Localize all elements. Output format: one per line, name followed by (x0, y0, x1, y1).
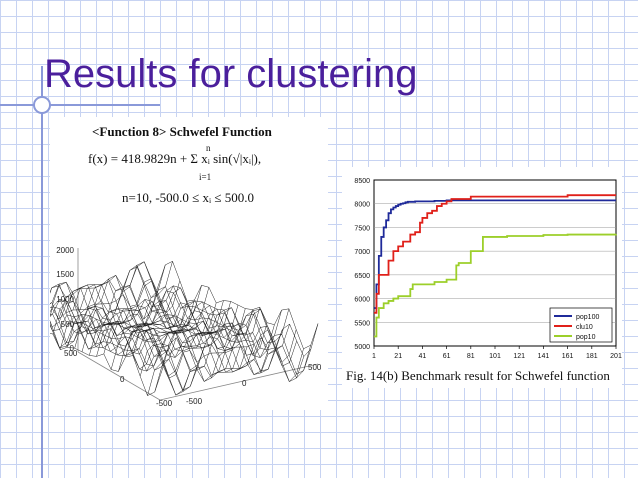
surface-x-tick-label: 0 (120, 375, 125, 384)
legend-label-pop100: pop100 (576, 314, 599, 321)
figure-caption: Fig. 14(b) Benchmark result for Schwefel… (346, 368, 610, 383)
y-tick-label: 6000 (354, 297, 370, 304)
sum-upper-limit: n (206, 143, 211, 153)
surface-mesh-line (150, 286, 312, 375)
surface-z-tick-label: 1500 (56, 270, 74, 279)
series-line-clu10 (374, 194, 616, 314)
sum-lower-limit: i=1 (199, 172, 212, 182)
surface-mesh-line (96, 309, 253, 357)
surface-y-tick-label: 0 (242, 379, 247, 388)
surface-mesh-line (108, 286, 269, 375)
surface-mesh-line (93, 281, 255, 370)
decorative-vertical-line (41, 66, 43, 478)
surface-z-tick-label: 0 (70, 344, 75, 353)
formula-text: f(x) = 418.9829n + Σ xᵢ sin(√|xᵢ|), (88, 151, 262, 166)
surface-mesh-line (115, 284, 276, 374)
surface-mesh-line (136, 278, 297, 367)
surface-mesh-line (129, 261, 290, 350)
y-tick-label: 6500 (354, 273, 370, 280)
y-tick-label: 5000 (354, 344, 370, 351)
surface-mesh-line (118, 324, 275, 372)
surface-x-tick-label: -500 (156, 399, 173, 408)
x-tick-label: 61 (443, 353, 451, 360)
x-tick-label: 181 (586, 353, 598, 360)
decorative-horizontal-line (0, 104, 160, 106)
legend-label-clu10: clu10 (576, 324, 593, 331)
surface-mesh-line (125, 310, 282, 357)
surface-z-tick-label: 2000 (56, 246, 74, 255)
x-tick-label: 1 (372, 353, 376, 360)
surface-mesh-line (143, 293, 305, 382)
surface-z-tick-label: 500 (61, 320, 75, 329)
surface-mesh-line (86, 284, 248, 373)
decorative-ring-icon (33, 96, 51, 114)
function-heading: <Function 8> Schwefel Function (92, 124, 272, 139)
surface-y-tick-label: 500 (308, 363, 322, 372)
y-tick-label: 7500 (354, 225, 370, 232)
y-tick-label: 8500 (354, 178, 370, 185)
surface-mesh-line (154, 345, 311, 393)
function-range: n=10, -500.0 ≤ xᵢ ≤ 500.0 (122, 190, 255, 205)
surface-mesh-line (161, 323, 319, 371)
series-line-pop10 (374, 233, 617, 338)
x-tick-label: 121 (513, 353, 525, 360)
x-tick-label: 41 (419, 353, 427, 360)
legend-label-pop10: pop10 (576, 334, 596, 341)
surface-mesh-line (101, 274, 262, 364)
surface-mesh-line (122, 266, 283, 355)
surface-mesh-line (157, 260, 319, 350)
x-tick-label: 21 (394, 353, 402, 360)
x-tick-label: 101 (489, 353, 501, 360)
y-tick-label: 8000 (354, 202, 370, 209)
x-tick-label: 201 (610, 353, 622, 360)
surface-mesh-line (147, 348, 304, 396)
y-tick-label: 5500 (354, 320, 370, 327)
slide-title: Results for clustering (44, 52, 418, 96)
function-formula: f(x) = 418.9829n + Σ xᵢ sin(√|xᵢ|), (88, 151, 261, 167)
x-tick-label: 161 (562, 353, 574, 360)
y-tick-label: 7000 (354, 249, 370, 256)
surface-mesh-line (89, 308, 246, 356)
surface-z-tick-label: 1000 (56, 295, 74, 304)
x-tick-label: 141 (538, 353, 550, 360)
surface-mesh-line (132, 308, 290, 356)
surface-x-tick-label: 500 (64, 349, 78, 358)
surface-mesh-line (139, 329, 297, 377)
surface-y-tick-label: -500 (186, 397, 203, 406)
x-tick-label: 81 (467, 353, 475, 360)
